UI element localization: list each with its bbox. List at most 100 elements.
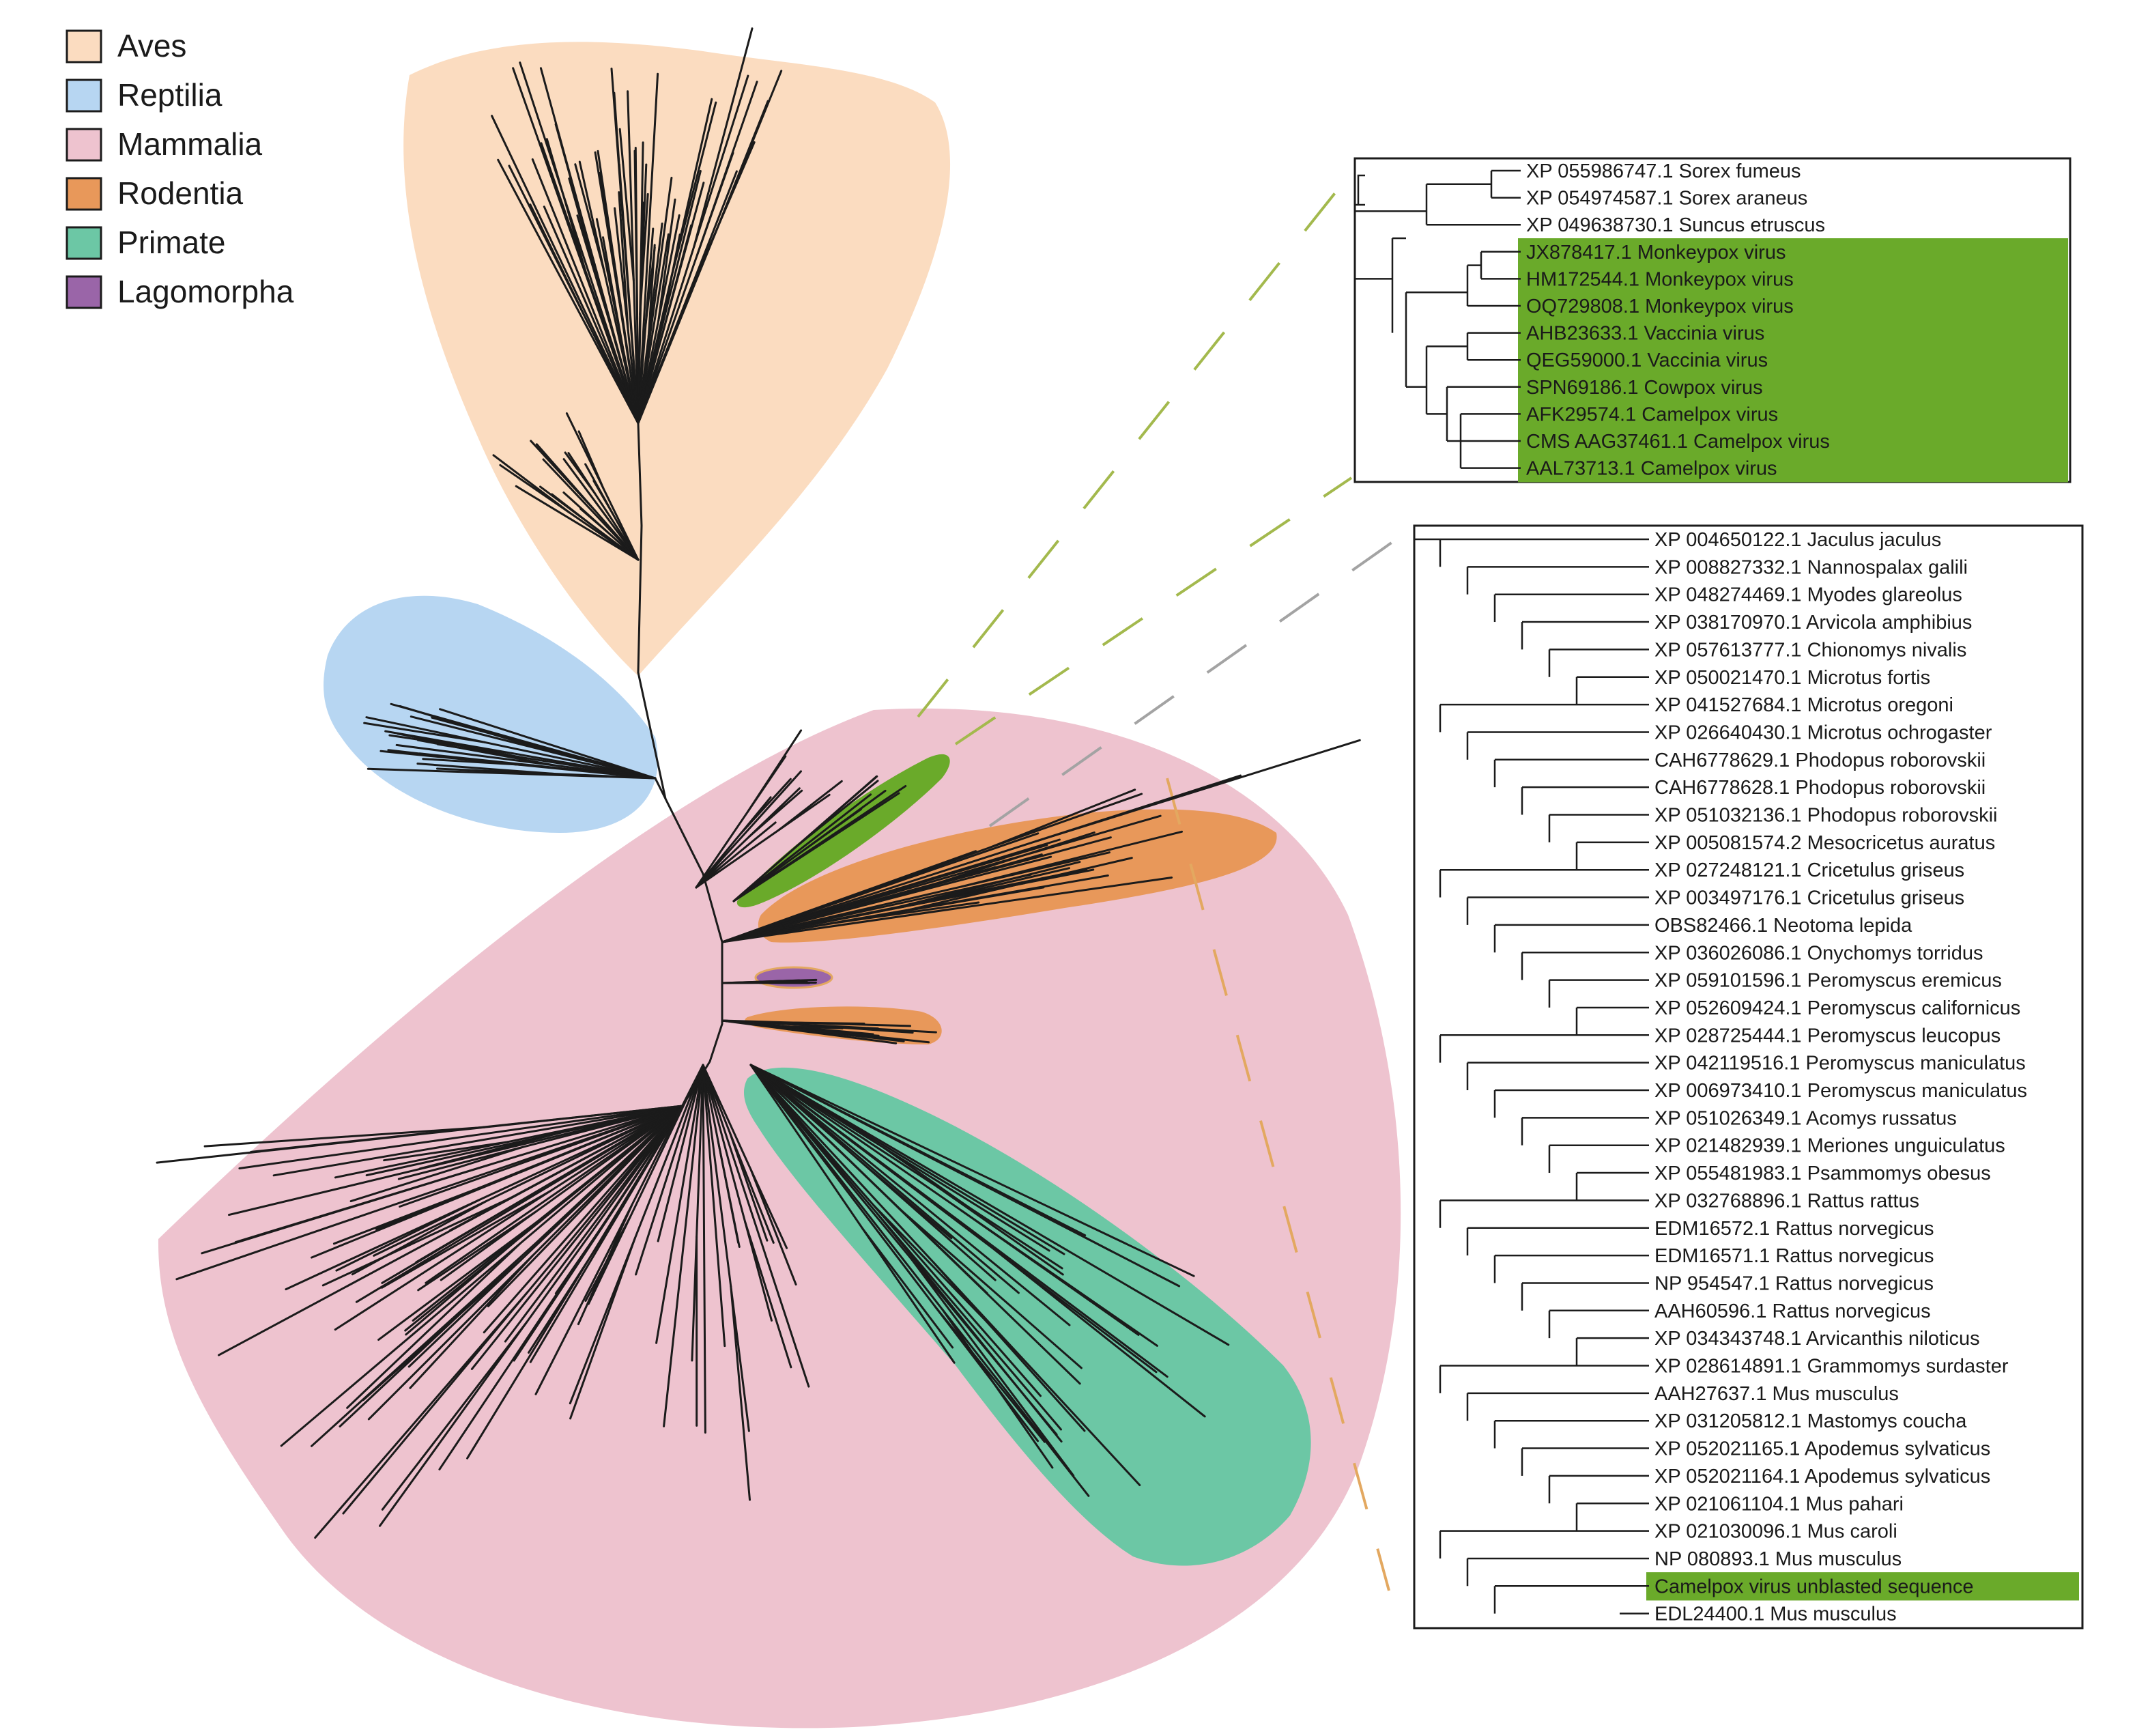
mammalia-branch (695, 821, 777, 889)
leaf-label: XP 021482939.1 Meriones unguiculatus (1654, 1135, 2005, 1157)
leaf-label: XP 006973410.1 Peromyscus maniculatus (1654, 1080, 2027, 1102)
virus-highlight-row (1646, 1572, 2079, 1601)
leaf-label: XP 038170970.1 Arvicola amphibius (1654, 612, 1972, 634)
aves-branch (491, 115, 640, 425)
primate-branch (917, 1149, 1113, 1253)
reptilia-branch (399, 705, 554, 754)
mammalia-branch (777, 780, 843, 831)
bottom-inset-frame (1413, 524, 2084, 1630)
mammalia-branch (321, 1195, 517, 1287)
leaf-label: XP 041527684.1 Microtus oregoni (1654, 694, 1953, 716)
legend-label-aves: Aves (117, 28, 186, 63)
leaf-label: CAH6778629.1 Phodopus roborovskii (1654, 750, 1986, 771)
leaf-label: QEG59000.1 Vaccinia virus (1526, 350, 1768, 371)
leaf-label: AAL73713.1 Camelpox virus (1526, 458, 1777, 480)
leaf-label: AHB23633.1 Vaccinia virus (1526, 323, 1764, 345)
virus-highlight-row (1518, 238, 2068, 266)
aves-branch (515, 485, 640, 561)
leaf-label: XP 003497176.1 Cricetulus griseus (1654, 887, 1964, 909)
aves-branch (579, 507, 609, 534)
mammalia-branch (175, 1105, 684, 1281)
leaf-label: XP 054974587.1 Sorex araneus (1526, 188, 1807, 210)
mammalia-branch (569, 1236, 636, 1420)
aves-branch (637, 233, 670, 425)
reptilia-branch (367, 767, 657, 780)
leaf-label: AFK29574.1 Camelpox virus (1526, 403, 1778, 425)
legend-swatch-aves (66, 29, 102, 63)
mammalia-branch (504, 1105, 684, 1343)
reptilia-branch (397, 732, 521, 758)
legend-swatch-reptilia (66, 79, 102, 113)
leaf-label: EDL24400.1 Mus musculus (1654, 1604, 1897, 1625)
leaf-label: XP 057613777.1 Chionomys nivalis (1654, 639, 1966, 661)
mammalia-branch (405, 1241, 515, 1336)
mammalia-branch (346, 1242, 521, 1409)
reptilia-clade-region (324, 595, 658, 833)
reptilia-branch (439, 708, 657, 780)
leaf-label: XP 028614891.1 Grammomys surdaster (1654, 1356, 2009, 1378)
aves-branch (597, 150, 640, 425)
virus-highlight-row (1518, 427, 2068, 455)
mammalia-branch (749, 1168, 797, 1286)
virus-highlight-row (1518, 346, 2068, 374)
legend-label-reptilia: Reptilia (117, 77, 223, 113)
leaf-label: OQ729808.1 Monkeypox virus (1526, 296, 1794, 317)
aves-branch (594, 151, 621, 304)
primate-branch (934, 1305, 1046, 1443)
mammalia-branch (717, 1139, 741, 1248)
aves-branch (647, 244, 656, 338)
mammalia-branch (747, 789, 803, 838)
primate-branch (960, 1209, 1140, 1336)
aves-branch (657, 198, 676, 322)
aves-branch (562, 458, 640, 561)
leaf-label: NP 080893.1 Mus musculus (1654, 1548, 1902, 1570)
mammalia-branch (635, 1064, 704, 1276)
aves-branch (693, 27, 754, 248)
leaf-label: AAH60596.1 Rattus norvegicus (1654, 1300, 1931, 1322)
primate-branch (749, 1064, 1195, 1277)
mammalia-branch (702, 1064, 706, 1434)
unrooted-tree-branches (156, 27, 1361, 1539)
primate-branch (932, 1262, 1086, 1432)
aves-branch (618, 191, 629, 332)
aves-branch (529, 203, 591, 328)
leaf-label: CAH6778628.1 Phodopus roborovskii (1654, 777, 1986, 799)
virus-highlight-row (1518, 454, 2068, 483)
bottom-inset-branches (1414, 538, 1649, 1614)
aves-branch (660, 224, 693, 339)
lagomorpha-clade-region (754, 966, 833, 989)
aves-branch (551, 493, 592, 525)
clade-backgrounds (158, 42, 1401, 1728)
leaf-label: XP 028725444.1 Peromyscus leucopus (1654, 1025, 2001, 1047)
leaf-label: AAH27637.1 Mus musculus (1654, 1383, 1899, 1405)
mammalia-branch (250, 1105, 684, 1153)
tree-backbone-reptilia (654, 777, 667, 800)
aves-branch (637, 176, 673, 425)
aves-branch (696, 81, 758, 257)
rodentia-branch (811, 1024, 914, 1034)
leaf-label: XP 005081574.2 Mesocricetus auratus (1654, 832, 1995, 854)
aves-branch (714, 100, 769, 234)
rodentia-branch (988, 788, 1136, 849)
rodentia-branch (1034, 739, 1361, 843)
rodentia-branch (787, 1025, 844, 1029)
mammalia-branch (381, 1182, 551, 1284)
aves-branch (660, 233, 681, 330)
mammalia-branch (702, 1064, 810, 1388)
leaf-label: SPN69186.1 Cowpox virus (1526, 377, 1763, 399)
aves-branch (618, 163, 640, 425)
mammalia-branch (418, 1131, 564, 1170)
virus-highlight-row (1518, 292, 2068, 320)
virus-branch (797, 780, 879, 846)
leaf-label: XP 008827332.1 Nannospalax galili (1654, 556, 1968, 578)
virus-highlight-row (1518, 319, 2068, 347)
leaf-label: XP 055986747.1 Sorex fumeus (1526, 160, 1801, 182)
mammalia-branch (203, 1126, 486, 1148)
top-inset-branch (1355, 174, 1365, 206)
bottom-inset-tree: XP 004650122.1 Jaculus jaculus XP 0088273… (1413, 524, 2084, 1630)
primate-branch (861, 1227, 954, 1349)
virus-highlight-row (1518, 265, 2068, 294)
inset-connector-lines (917, 162, 1407, 1591)
tree-backbone-aves (637, 422, 643, 674)
aves-branch (564, 451, 597, 495)
